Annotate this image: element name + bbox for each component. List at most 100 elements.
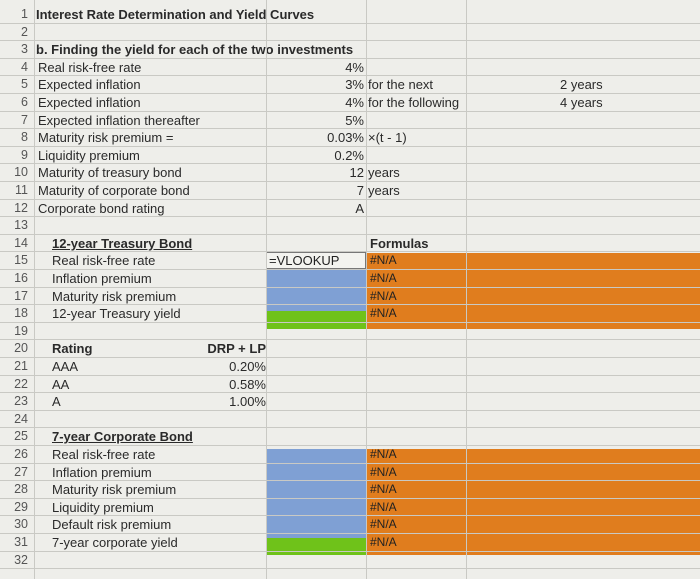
label-cell[interactable]: 12-year Treasury Bond [52, 235, 193, 251]
sheet-row: 31 7-year corporate yield #N/A [0, 534, 700, 552]
treasury-fill-green [266, 311, 366, 329]
error-cell[interactable]: #N/A [370, 306, 397, 321]
label-cell[interactable]: b. Finding the yield for each of the two… [36, 42, 354, 58]
label-cell[interactable]: Inflation premium [52, 271, 152, 286]
row-number[interactable]: 16 [14, 271, 28, 285]
row-number[interactable]: 7 [21, 112, 28, 127]
row-number[interactable]: 20 [14, 341, 28, 356]
label-cell[interactable]: Rating [52, 341, 93, 357]
error-cell[interactable]: #N/A [370, 253, 397, 268]
row-number[interactable]: 9 [21, 147, 28, 162]
error-cell[interactable]: #N/A [370, 499, 397, 514]
label-cell[interactable]: Default risk premium [52, 517, 172, 533]
label-cell[interactable]: Real risk-free rate [38, 59, 142, 75]
row-number[interactable]: 2 [21, 24, 28, 39]
row-number[interactable]: 27 [14, 464, 28, 479]
drp-cell[interactable]: 1.00% [229, 394, 266, 410]
row-number[interactable]: 12 [14, 200, 28, 215]
row-number[interactable]: 15 [14, 253, 28, 268]
label-cell[interactable]: Expected inflation [38, 77, 141, 93]
sheet-row: 26 Real risk-free rate #N/A [0, 446, 700, 464]
period-cell[interactable]: 4 years [560, 95, 603, 110]
label-cell[interactable]: Liquidity premium [38, 147, 140, 163]
label-cell[interactable]: 7-year Corporate Bond [52, 429, 193, 445]
label-cell[interactable]: Corporate bond rating [38, 200, 165, 216]
label-cell[interactable]: Maturity risk premium = [38, 130, 174, 146]
row-number[interactable]: 22 [14, 376, 28, 391]
error-cell[interactable]: #N/A [370, 517, 397, 532]
label-cell[interactable]: 7-year corporate yield [52, 535, 178, 550]
label-cell[interactable]: Inflation premium [52, 464, 152, 480]
unit-cell[interactable]: years [368, 165, 400, 181]
unit-cell[interactable]: ×(t - 1) [368, 130, 407, 146]
formula-cell[interactable]: =VLOOKUP [266, 252, 366, 270]
drp-cell[interactable]: 0.58% [229, 376, 266, 392]
label-cell[interactable]: AA [52, 376, 70, 392]
value-cell[interactable]: 4% [345, 59, 364, 75]
error-cell[interactable]: #N/A [370, 482, 397, 497]
error-cell[interactable]: #N/A [370, 535, 397, 549]
row-number[interactable]: 8 [21, 130, 28, 145]
error-cell[interactable]: #N/A [370, 464, 397, 479]
value-cell[interactable]: 0.2% [334, 147, 364, 163]
label-cell[interactable]: Maturity of treasury bond [38, 165, 182, 181]
row-number[interactable]: 17 [14, 288, 28, 303]
row-number[interactable]: 26 [14, 447, 28, 461]
row-number[interactable]: 18 [14, 306, 28, 321]
row-number[interactable]: 4 [21, 59, 28, 74]
label-cell[interactable]: Real risk-free rate [52, 447, 156, 462]
row-number[interactable]: 14 [14, 235, 28, 250]
row-number[interactable]: 24 [14, 411, 28, 426]
sheet-row: 30 Default risk premium #N/A [0, 516, 700, 534]
drp-cell[interactable]: DRP + LP [207, 341, 266, 357]
value-cell[interactable]: 4% [345, 95, 364, 110]
label-cell[interactable]: Interest Rate Determination and Yield Cu… [36, 7, 315, 22]
label-cell[interactable]: Expected inflation [38, 95, 141, 110]
sheet-row: 4 Real risk-free rate 4% [0, 59, 700, 77]
label-cell[interactable]: Maturity risk premium [52, 288, 177, 304]
row-number[interactable]: 28 [14, 482, 28, 497]
unit-cell[interactable]: for the next [368, 77, 434, 93]
row-number[interactable]: 11 [15, 183, 28, 197]
row-number[interactable]: 30 [14, 517, 28, 532]
row-number[interactable]: 3 [21, 42, 28, 57]
label-cell[interactable]: Real risk-free rate [52, 253, 156, 269]
row-number[interactable]: 5 [21, 77, 28, 92]
label-cell[interactable]: Maturity of corporate bond [38, 183, 190, 198]
error-cell[interactable]: #N/A [370, 447, 397, 461]
value-cell[interactable]: 3% [345, 77, 364, 93]
label-cell[interactable]: Maturity risk premium [52, 482, 177, 498]
row-number[interactable]: 19 [14, 323, 28, 338]
period-cell[interactable]: 2 years [560, 77, 603, 93]
drp-cell[interactable]: 0.20% [229, 359, 266, 374]
row-number[interactable]: 6 [21, 95, 28, 109]
value-cell[interactable]: 7 [356, 183, 364, 198]
row-number[interactable]: 21 [14, 359, 28, 373]
value-cell[interactable]: 5% [345, 112, 364, 128]
sheet-row: 21 AAA 0.20% [0, 358, 700, 376]
value-cell[interactable]: A [355, 200, 364, 216]
unit-cell[interactable]: for the following [368, 95, 460, 110]
row-number[interactable]: 1 [21, 7, 28, 21]
value-cell[interactable]: 12 [349, 165, 364, 181]
value-cell[interactable]: 0.03% [327, 130, 364, 146]
row-number[interactable]: 29 [14, 499, 28, 514]
row-number[interactable]: 10 [14, 165, 28, 180]
sheet-row: 5 Expected inflation 3% for the next 2 years [0, 76, 700, 94]
corporate-fill-orange [366, 449, 700, 555]
unit-cell[interactable]: years [368, 183, 400, 198]
label-cell[interactable]: 12-year Treasury yield [52, 306, 181, 322]
label-cell[interactable]: Liquidity premium [52, 499, 154, 515]
row-number[interactable]: 25 [14, 429, 28, 444]
row-number[interactable]: 32 [14, 552, 28, 567]
label-cell[interactable]: AAA [52, 359, 79, 374]
error-cell[interactable]: #N/A [370, 288, 397, 303]
row-number[interactable]: 23 [14, 394, 28, 409]
row-number[interactable]: 31 [14, 535, 28, 549]
formulas-header[interactable]: Formulas [370, 235, 429, 251]
error-cell[interactable]: #N/A [370, 271, 397, 285]
sheet-row: 23 A 1.00% [0, 393, 700, 411]
label-cell[interactable]: Expected inflation thereafter [38, 112, 200, 128]
label-cell[interactable]: A [52, 394, 61, 410]
row-number[interactable]: 13 [14, 218, 28, 233]
